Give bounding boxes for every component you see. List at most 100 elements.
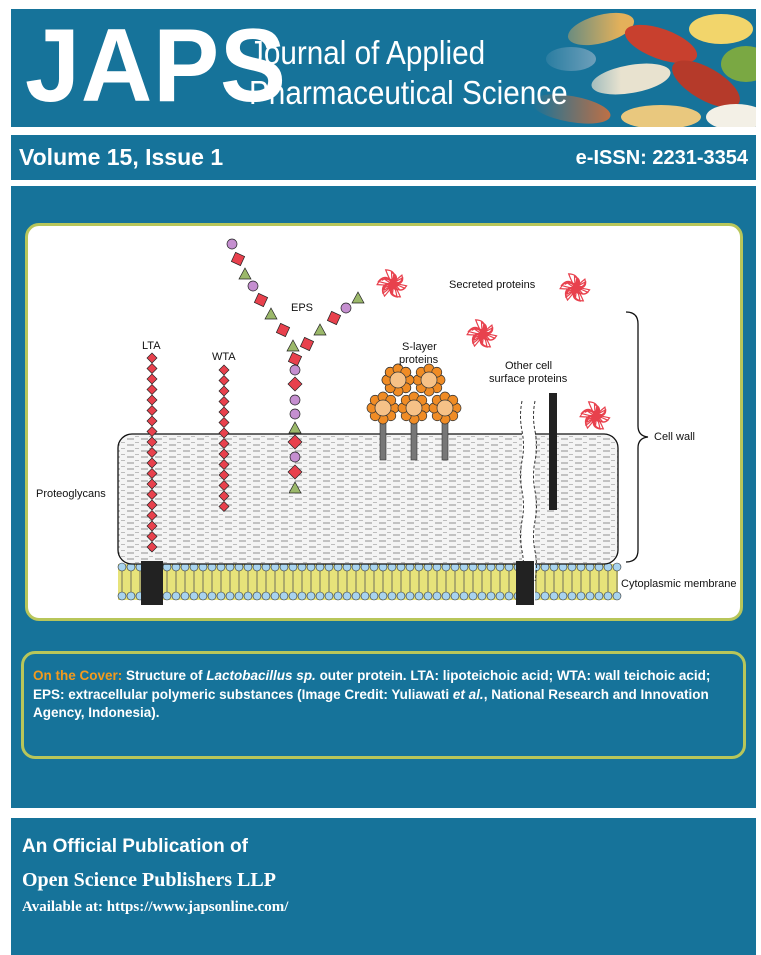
secreted-proteins (376, 269, 611, 430)
protein-coil (559, 273, 591, 302)
lipid-head (126, 591, 136, 601)
footer-official: An Official Publication of (22, 836, 248, 857)
wta-unit (218, 480, 230, 491)
label-eps: EPS (291, 302, 313, 314)
lipid-head (342, 591, 352, 601)
s-layer-subunit (397, 391, 431, 425)
journal-title-line2: Pharmaceutical Science (249, 74, 568, 111)
eps-unit (288, 481, 302, 494)
lipid-head (369, 591, 379, 601)
lipid-head (423, 591, 433, 601)
lipid-head (180, 591, 190, 601)
caption-species: Lactobacillus sp. (206, 668, 316, 683)
eps-unit (313, 323, 327, 336)
s-layer-proteins (366, 363, 462, 461)
eps-unit (299, 336, 315, 352)
s-layer-core (420, 371, 438, 389)
lipid-head (450, 591, 460, 601)
secreted-protein (579, 401, 611, 430)
wta-unit (218, 417, 230, 428)
cell-wall-bracket (625, 311, 649, 563)
eps-unit (287, 464, 303, 480)
lipid-head (252, 591, 262, 601)
lta-unit (146, 489, 158, 500)
eps-unit (238, 267, 252, 280)
label-secreted-proteins: Secreted proteins (449, 279, 536, 291)
label-s-layer-2: proteins (399, 354, 439, 366)
label-other-cell-1: Other cell (505, 360, 552, 372)
lipid-head (216, 591, 226, 601)
s-layer-subunit (428, 391, 462, 425)
caption-etal: et al. (452, 686, 484, 702)
eps-unit (275, 322, 291, 338)
label-cell-wall: Cell wall (654, 431, 695, 443)
eps-unit (253, 292, 269, 308)
lipid-head (486, 591, 496, 601)
lipid-head (432, 591, 442, 601)
lipid-head (414, 591, 424, 601)
eps-unit (287, 351, 303, 367)
protein-coil (579, 401, 611, 430)
lipid-head (333, 591, 343, 601)
lipid-head (540, 591, 550, 601)
volume-issue: Volume 15, Issue 1 (19, 144, 224, 170)
secreted-protein (466, 319, 498, 348)
label-other-cell-2: surface proteins (489, 373, 568, 385)
lta-unit (146, 510, 158, 521)
protein-coil (466, 319, 498, 348)
eps-unit (326, 310, 342, 326)
wall-gap (522, 401, 535, 601)
lta-unit (146, 394, 158, 406)
s-layer-core (374, 399, 392, 417)
lipid-head (207, 591, 217, 601)
secreted-protein (376, 269, 408, 298)
label-cytoplasmic-membrane: Cytoplasmic membrane (621, 578, 737, 590)
eps-unit (288, 421, 302, 434)
lipid-head (288, 591, 298, 601)
membrane-layer (117, 562, 622, 601)
wta-unit (218, 385, 230, 397)
wall-gap-edge-left (520, 400, 524, 582)
wta-unit (218, 459, 230, 470)
lipid-head (504, 591, 514, 601)
wta-unit (218, 406, 230, 418)
lipid-head (162, 591, 172, 601)
footer-url[interactable]: Available at: https://www.japsonline.com… (22, 899, 289, 915)
lta-unit (146, 520, 158, 532)
s-layer-subunit (366, 391, 400, 425)
lta-unit (146, 541, 158, 553)
s-layer-subunit (412, 363, 446, 397)
label-proteoglycans: Proteoglycans (36, 488, 106, 500)
lipid-head (567, 591, 577, 601)
lipid-head (117, 562, 127, 572)
lipid-head (117, 591, 127, 601)
lipid-head (351, 591, 361, 601)
lipid-head (225, 591, 235, 601)
lipid-head (189, 591, 199, 601)
wall-gap-edge-right (533, 400, 537, 582)
lipid-head (441, 591, 451, 601)
lta-unit (146, 531, 158, 542)
eps-unit (287, 434, 303, 450)
eps-unit (247, 280, 259, 292)
lipid-head (603, 591, 613, 601)
caption-text-2: outer protein. LTA: lipoteichoic acid; W… (33, 668, 711, 702)
lta-unit (146, 426, 158, 437)
lipid-head (171, 591, 181, 601)
lipid-head (378, 591, 388, 601)
lipid-head (612, 562, 622, 572)
lipid-head (549, 591, 559, 601)
lipid-head (459, 591, 469, 601)
eps-unit (340, 302, 352, 314)
wta-unit (218, 490, 230, 502)
label-wta: WTA (212, 351, 236, 363)
lipid-head (243, 591, 253, 601)
cover-panel: LTA WTA EPS Secreted proteins S-layer pr… (11, 186, 756, 808)
lta-unit (146, 415, 158, 427)
eps-unit (226, 238, 238, 250)
lipid-head (324, 591, 334, 601)
lta-unit (146, 384, 158, 395)
eps-unit (230, 251, 246, 267)
lipid-head (315, 591, 325, 601)
lipid-head (576, 591, 586, 601)
